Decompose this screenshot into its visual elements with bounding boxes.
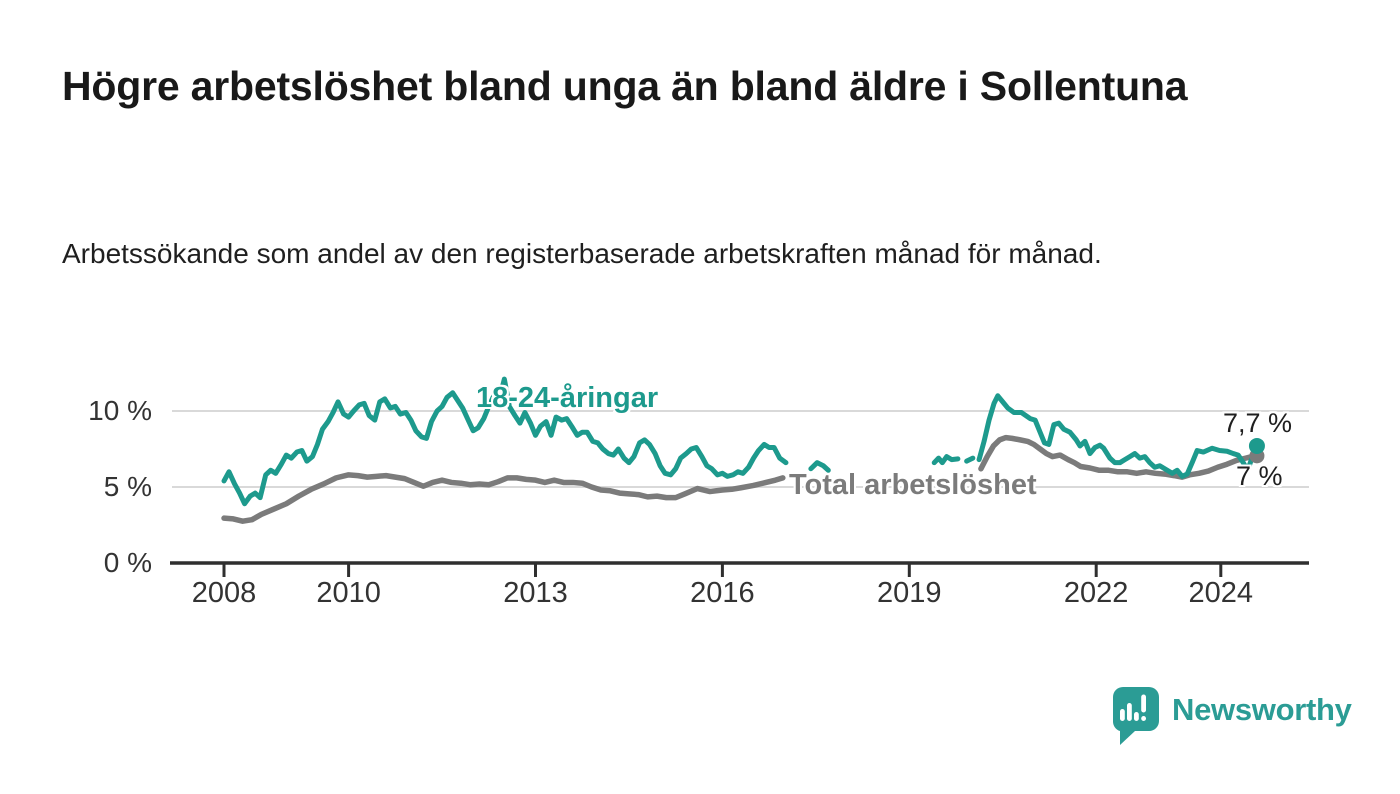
- newsworthy-logo-text: Newsworthy: [1172, 692, 1352, 727]
- x-tick-label: 2013: [503, 577, 568, 609]
- x-tick-label: 2022: [1063, 577, 1129, 609]
- y-tick-label: 10 %: [88, 395, 152, 426]
- y-tick-label: 0 %: [103, 547, 152, 578]
- series-line-total: [221, 472, 786, 524]
- series-line-total: [978, 434, 1260, 480]
- page-title: Högre arbetslöshet bland unga än bland ä…: [62, 63, 1188, 109]
- x-tick-label: 2019: [877, 577, 942, 609]
- y-tick-label: 5 %: [103, 471, 152, 502]
- end-dot-youth: [1248, 437, 1265, 454]
- series-label-youth: 18-24-åringar: [476, 382, 659, 414]
- end-value-label-total: 7 %: [1236, 461, 1283, 491]
- x-tick-label: 2024: [1188, 577, 1254, 609]
- logo-bar-chart-glyph: [1120, 694, 1146, 721]
- x-tick-label: 2010: [316, 577, 381, 609]
- x-tick-label: 2008: [191, 577, 257, 609]
- series-line-youth: [221, 376, 789, 507]
- x-tick-label: 2016: [690, 577, 755, 609]
- series-line-youth: [808, 460, 831, 473]
- series-line-youth: [931, 454, 961, 466]
- chart-subtitle: Arbetssökande som andel av den registerb…: [62, 238, 1102, 269]
- newsworthy-branding: Newsworthy: [1112, 686, 1352, 750]
- end-value-label-youth: 7,7 %: [1222, 408, 1292, 438]
- series-line-youth: [976, 393, 1260, 479]
- newsworthy-logo-icon: [1112, 687, 1159, 745]
- series-line-youth: [964, 455, 976, 464]
- series-label-total: Total arbetslöshet: [789, 469, 1037, 501]
